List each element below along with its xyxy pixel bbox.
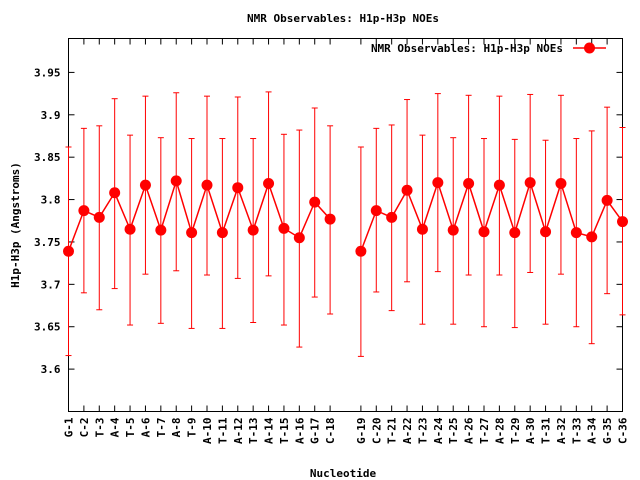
x-tick-label: A-6 [139,417,152,437]
x-tick-label: T-27 [478,418,491,445]
y-tick-label: 3.6 [41,363,61,376]
x-tick-label: A-22 [401,418,414,445]
x-tick-label: A-28 [493,418,506,445]
data-point [232,182,244,194]
x-tick-label: A-16 [293,417,306,444]
data-point [186,227,198,239]
data-point [278,222,290,234]
data-point [540,226,552,238]
x-tick-label: T-3 [93,418,106,438]
x-tick-label: T-11 [216,417,229,444]
data-point [617,216,628,228]
y-axis: 3.6 3.65 3.7 3.75 3.8 3.85 3.9 3.95 [34,66,623,376]
x-tick-label: T-23 [416,418,429,445]
data-point [78,205,90,217]
legend: NMR Observables: H1p-H3p NOEs [371,42,606,55]
y-tick-label: 3.85 [34,151,61,164]
data-point [139,179,151,191]
x-tick-label: C-2 [78,418,91,438]
data-point [309,196,321,208]
x-tick-label: T-25 [447,418,460,445]
data-point [601,194,613,206]
legend-marker [584,42,595,54]
y-tick-label: 3.65 [34,321,61,334]
y-tick-label: 3.8 [41,194,61,207]
x-tick-label: T-33 [570,418,583,445]
data-point [586,231,598,243]
series-line-segment [67,178,331,252]
x-tick-label: G-17 [309,418,322,445]
data-point [109,187,121,199]
data-point [263,177,275,189]
x-tick-label: T-9 [186,418,199,438]
data-point [293,232,305,244]
x-axis-label: Nucleotide [310,467,377,480]
data-point [201,179,213,191]
x-tick-label: A-26 [463,417,476,444]
chart-title: NMR Observables: H1p-H3p NOEs [247,12,439,25]
data-point [401,184,413,196]
plot-frame [68,38,623,412]
data-point [155,224,167,236]
series-line-segment [360,180,624,252]
x-tick-label: T-13 [247,418,260,445]
error-bars [65,91,626,357]
x-tick-label: A-12 [232,418,245,445]
y-tick-label: 3.9 [41,109,61,122]
x-tick-label: A-24 [432,417,445,444]
x-tick-label: G-19 [355,418,368,445]
x-axis: G-1 C-2 T-3 A-4 T-5 A-6 T-7 A-8 T-9 A-10 T-11 A-12 T… [63,38,630,445]
x-tick-label: A-8 [170,418,183,438]
data-point [170,175,182,187]
data-point [370,205,382,217]
data-point [93,211,105,223]
data-point [247,224,259,236]
data-point [493,179,505,191]
y-tick-label: 3.75 [34,236,61,249]
data-point [355,245,367,257]
data-points [63,175,628,257]
data-point [432,177,444,189]
data-point [478,226,490,238]
legend-label: NMR Observables: H1p-H3p NOEs [371,42,563,55]
data-point [447,224,459,236]
y-tick-label: 3.7 [41,278,61,291]
data-point [509,227,521,239]
data-point [524,177,536,189]
x-tick-label: T-15 [278,418,291,445]
x-tick-label: T-7 [155,418,168,438]
x-tick-label: T-31 [540,417,553,444]
data-point [324,213,336,225]
x-tick-label: A-30 [524,418,537,445]
x-tick-label: A-4 [109,417,122,437]
data-point [416,223,428,235]
x-tick-label: T-29 [509,418,522,445]
data-point [463,177,475,189]
x-tick-label: C-18 [324,418,337,445]
data-point [555,177,567,189]
x-tick-label: A-14 [263,417,276,444]
x-tick-label: T-5 [124,418,137,438]
x-tick-label: A-32 [555,418,568,445]
x-tick-label: C-36 [617,417,630,444]
data-point [386,211,398,223]
data-point [63,245,74,257]
y-axis-label: H1p-H3p (Angstroms) [9,162,22,288]
x-tick-label: G-1 [63,417,76,437]
x-tick-label: C-20 [370,418,383,445]
series-line [67,178,624,252]
x-tick-label: G-35 [601,418,614,445]
x-tick-label: A-10 [201,418,214,445]
data-point [124,223,136,235]
y-tick-label: 3.95 [34,66,61,79]
data-point [216,227,228,239]
x-tick-label: A-34 [586,417,599,444]
data-point [570,227,582,239]
x-tick-label: T-21 [386,417,399,444]
